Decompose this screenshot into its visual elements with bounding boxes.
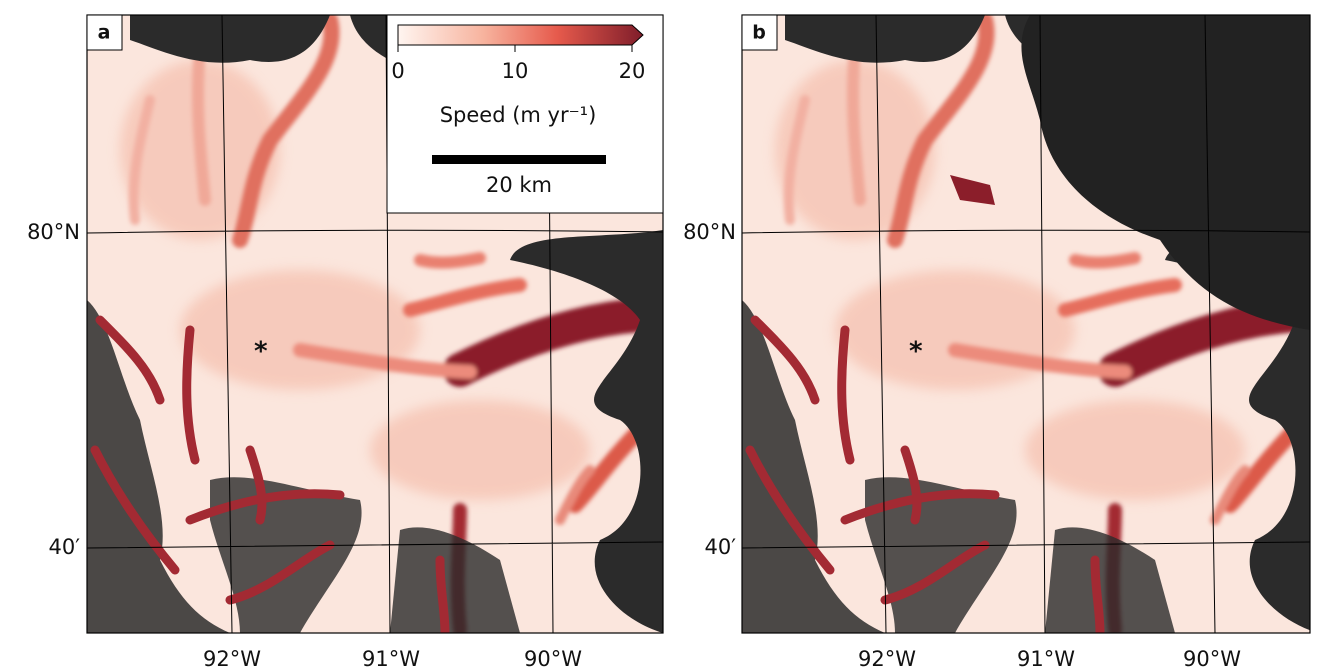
lat-label: 40′ — [705, 535, 737, 559]
lat-label: 80°N — [27, 220, 80, 244]
colorbar-tick-label: 0 — [391, 59, 404, 83]
lat-label: 40′ — [49, 535, 81, 559]
panel-label: b — [752, 22, 766, 44]
legend: Speed (m yr⁻¹) 20 km 0 10 20 — [386, 14, 664, 214]
colorbar — [397, 24, 644, 46]
colorbar-label: Speed (m yr⁻¹) — [440, 103, 597, 127]
lon-label: 91°W — [1017, 647, 1075, 671]
scale-bar — [432, 155, 606, 164]
panel-label: a — [98, 22, 111, 44]
lon-label: 92°W — [858, 647, 916, 671]
colorbar-tick-label: 10 — [502, 59, 529, 83]
map-panel — [87, 15, 663, 633]
colorbar-tick-label: 20 — [619, 59, 646, 83]
lon-label: 90°W — [524, 647, 582, 671]
map-panel — [742, 15, 1310, 633]
lon-label: 92°W — [203, 647, 261, 671]
scale-bar-label: 20 km — [486, 173, 552, 197]
lon-label: 90°W — [1183, 647, 1241, 671]
lat-label: 80°N — [683, 220, 736, 244]
lon-label: 91°W — [362, 647, 420, 671]
